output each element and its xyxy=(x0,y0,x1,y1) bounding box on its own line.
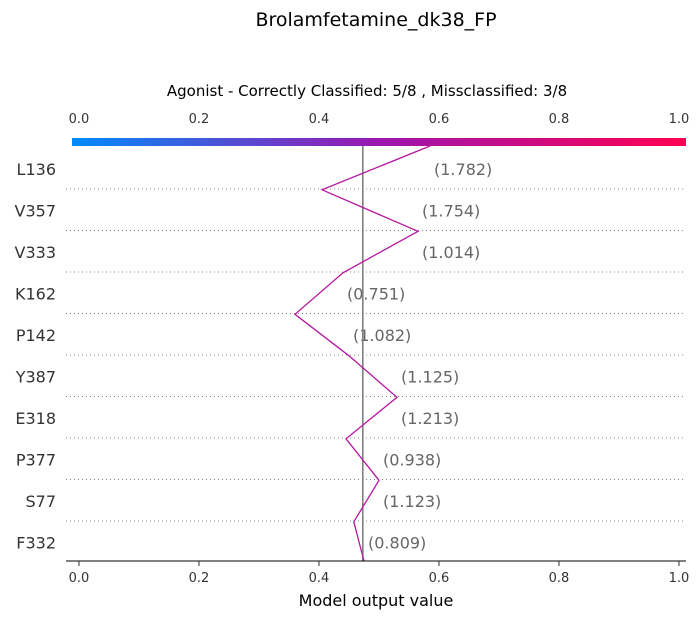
feature-rows: L136 (1.782) V357 (1.754) V333 (1.014) K162 (0.… xyxy=(15,160,686,553)
feature-value-label: (1.782) xyxy=(434,160,492,179)
feature-label: P142 xyxy=(16,326,56,345)
colorbar-tick-label: 0.8 xyxy=(549,112,570,127)
feature-value-label: (0.938) xyxy=(383,451,441,470)
x-tick-label: 0.6 xyxy=(429,571,450,586)
colorbar-tick-label: 0.4 xyxy=(309,112,330,127)
x-tick-label: 1.0 xyxy=(669,571,690,586)
chart-subtitle: Agonist - Correctly Classified: 5/8 , Mi… xyxy=(167,82,567,100)
colorbar-tick-label: 0.0 xyxy=(69,112,90,127)
feature-value-label: (1.125) xyxy=(401,368,459,387)
decision-line xyxy=(293,145,431,562)
feature-value-label: (1.082) xyxy=(353,326,411,345)
colorbar xyxy=(72,138,686,146)
x-tick-label: 0.2 xyxy=(189,571,210,586)
feature-label: V333 xyxy=(15,243,56,262)
feature-label: V357 xyxy=(15,202,56,221)
colorbar-ticks: 0.0 0.2 0.4 0.6 0.8 1.0 xyxy=(69,112,690,127)
feature-label: P377 xyxy=(16,451,56,470)
feature-value-label: (0.751) xyxy=(347,285,405,304)
feature-label: L136 xyxy=(17,160,56,179)
chart-title: Brolamfetamine_dk38_FP xyxy=(255,9,496,31)
colorbar-tick-label: 0.6 xyxy=(429,112,450,127)
colorbar-tick-label: 0.2 xyxy=(189,112,210,127)
feature-label: K162 xyxy=(15,285,56,304)
feature-value-label: (1.123) xyxy=(383,492,441,511)
feature-value-label: (1.754) xyxy=(422,202,480,221)
feature-label: S77 xyxy=(25,492,56,511)
colorbar-tick-label: 1.0 xyxy=(669,112,690,127)
feature-label: F332 xyxy=(16,534,56,553)
x-axis-label: Model output value xyxy=(299,591,454,610)
x-tick-label: 0.4 xyxy=(309,571,330,586)
feature-label: E318 xyxy=(15,409,56,428)
x-tick-label: 0.0 xyxy=(69,571,90,586)
feature-value-label: (1.014) xyxy=(422,243,480,262)
x-tick-label: 0.8 xyxy=(549,571,570,586)
feature-value-label: (1.213) xyxy=(401,409,459,428)
x-axis-ticks: 0.0 0.2 0.4 0.6 0.8 1.0 xyxy=(69,561,690,586)
feature-value-label: (0.809) xyxy=(368,534,426,553)
feature-label: Y387 xyxy=(15,368,56,387)
